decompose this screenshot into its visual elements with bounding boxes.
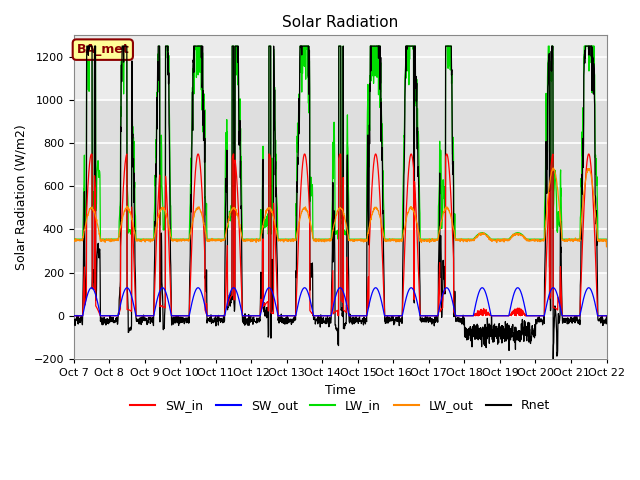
SW_in <box>367 201 375 206</box>
LW_out <box>367 216 374 222</box>
Y-axis label: Solar Radiation (W/m2): Solar Radiation (W/m2) <box>15 124 28 270</box>
Rnet <box>367 43 375 49</box>
LW_out <box>603 244 611 250</box>
SW_in <box>219 313 227 319</box>
LW_out <box>70 238 77 244</box>
SW_in <box>495 313 503 319</box>
LW_in <box>356 236 364 242</box>
Rnet <box>495 324 503 330</box>
Rnet <box>603 313 611 319</box>
LW_in <box>571 236 579 242</box>
LW_in <box>367 43 375 49</box>
Line: Rnet: Rnet <box>74 46 607 359</box>
LW_out <box>549 165 557 171</box>
SW_out <box>70 313 77 319</box>
Line: LW_out: LW_out <box>74 168 607 247</box>
LW_out <box>355 237 363 242</box>
LW_out <box>571 237 579 243</box>
SW_out <box>603 313 611 319</box>
LW_out <box>556 207 563 213</box>
Bar <box>74 100 607 186</box>
Rnet <box>219 317 227 323</box>
SW_in <box>356 313 364 319</box>
LW_in <box>603 236 611 242</box>
SW_out <box>367 293 375 299</box>
Rnet <box>571 314 579 320</box>
Rnet <box>549 356 557 362</box>
SW_out <box>219 313 227 319</box>
SW_in <box>70 313 77 319</box>
LW_in <box>495 236 503 242</box>
SW_in <box>571 313 579 319</box>
SW_in <box>556 301 563 307</box>
Line: SW_in: SW_in <box>74 154 607 316</box>
LW_in <box>83 43 91 49</box>
Bar <box>74 186 607 273</box>
Rnet <box>356 314 364 320</box>
Text: BA_met: BA_met <box>76 43 129 56</box>
Line: SW_out: SW_out <box>74 288 607 316</box>
SW_out <box>556 301 563 307</box>
SW_in <box>88 151 95 157</box>
Legend: SW_in, SW_out, LW_in, LW_out, Rnet: SW_in, SW_out, LW_in, LW_out, Rnet <box>125 395 555 418</box>
X-axis label: Time: Time <box>324 384 355 396</box>
SW_out <box>571 313 579 319</box>
SW_out <box>495 313 503 319</box>
Title: Solar Radiation: Solar Radiation <box>282 15 398 30</box>
Rnet <box>83 43 91 49</box>
Rnet <box>556 313 564 319</box>
Line: LW_in: LW_in <box>74 46 607 239</box>
LW_out <box>218 238 226 243</box>
SW_out <box>88 285 95 290</box>
LW_in <box>70 236 77 242</box>
Rnet <box>70 318 77 324</box>
SW_in <box>603 313 611 319</box>
LW_out <box>495 236 502 242</box>
LW_in <box>219 236 227 242</box>
SW_out <box>356 313 364 319</box>
LW_in <box>556 223 563 229</box>
